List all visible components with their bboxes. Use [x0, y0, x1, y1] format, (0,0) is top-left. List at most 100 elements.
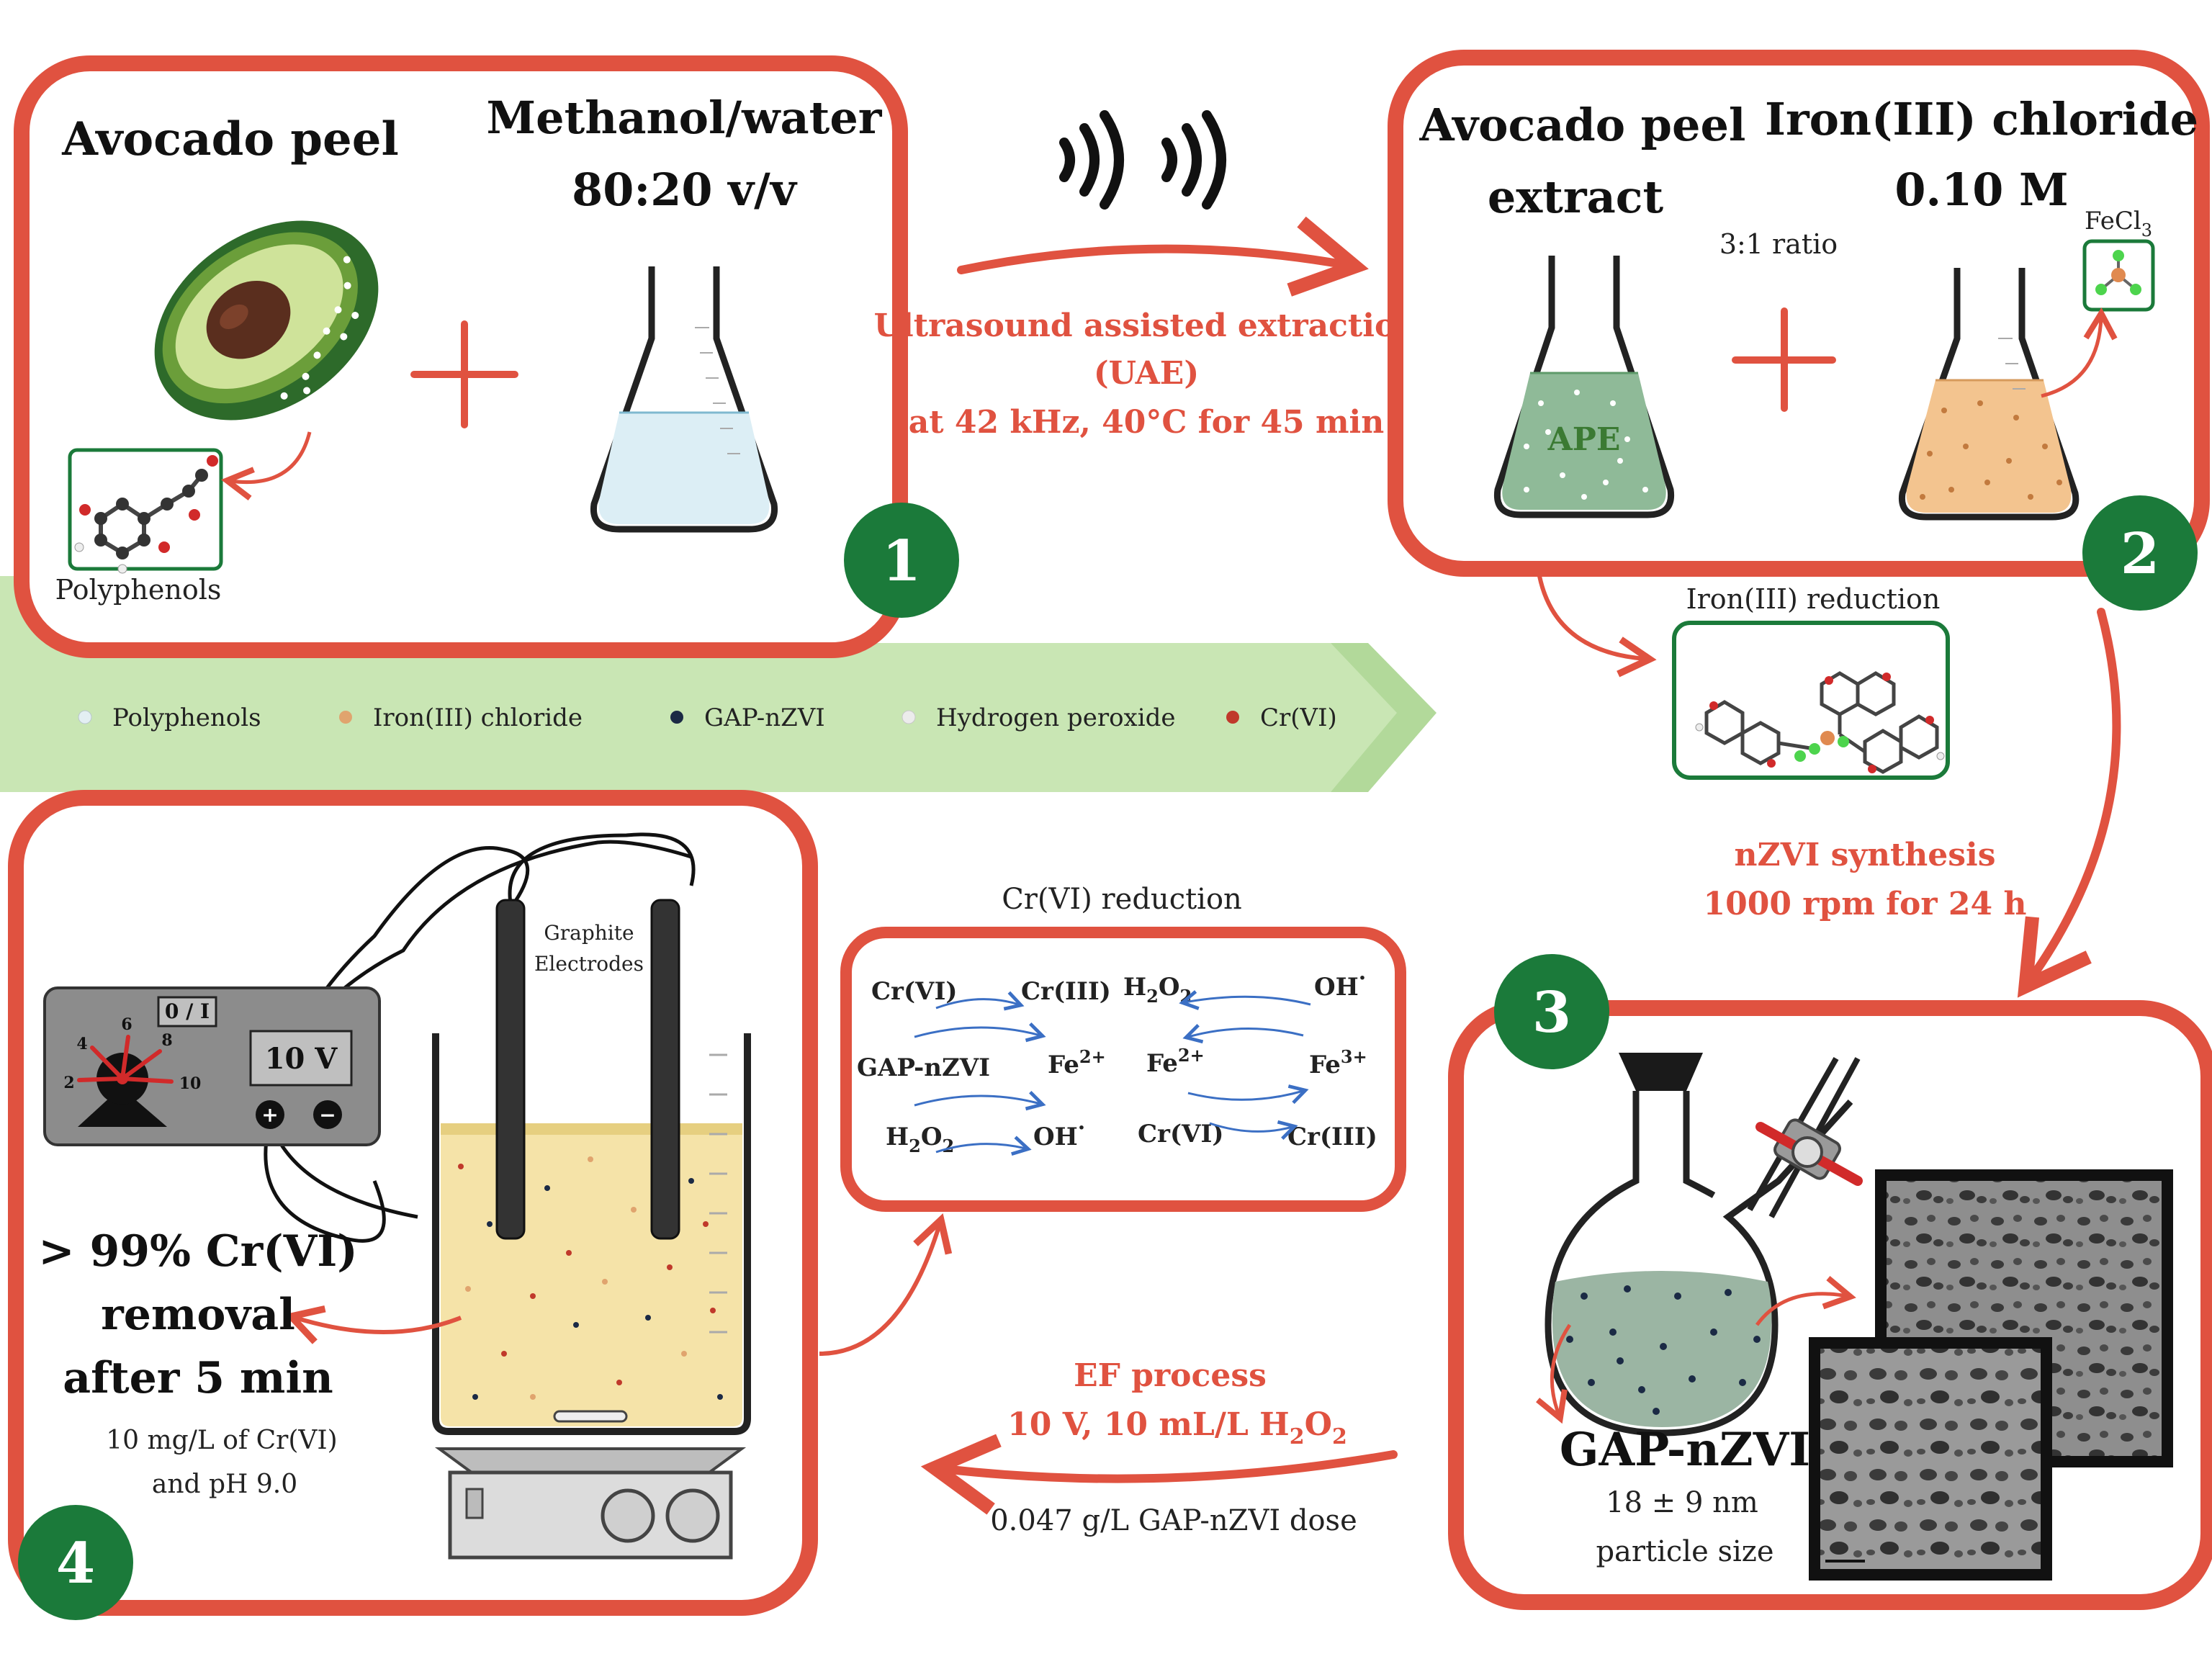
result-line-1: > 99% Cr(VI) — [38, 1226, 357, 1277]
cr-reduction: Cr(VI) reduction Cr(VI) Cr(III) GAP-nZVI… — [840, 883, 1406, 1212]
stir-bar — [553, 1410, 628, 1423]
ef-beaker — [432, 899, 751, 1435]
rx-right-cr6: Cr(VI) — [1138, 1120, 1223, 1148]
step-badge-3-number: 3 — [1532, 980, 1571, 1046]
particle-size-label: particle size — [1596, 1535, 1773, 1568]
avocado-to-molecule-arrow — [221, 431, 312, 500]
avocado-illustration — [154, 220, 379, 421]
fecl3-molecule-icon — [2095, 250, 2141, 295]
ef-line-1: EF process — [1074, 1357, 1267, 1394]
rx-right-arrow-4 — [1209, 1120, 1298, 1141]
rx-left-fe2: Fe2+ — [1048, 1046, 1106, 1079]
rx-left-arrow-3 — [914, 1091, 1046, 1111]
nzvi-synthesis-arrow — [2017, 608, 2121, 998]
condition-line-2: and pH 9.0 — [152, 1470, 297, 1499]
legend-label-polyphenols: Polyphenols — [112, 703, 261, 732]
uae-line-3: at 42 kHz, 40°C for 45 min — [909, 404, 1385, 441]
legend-item: Hydrogen peroxide — [902, 703, 1175, 732]
tem-image-front — [1809, 1337, 2052, 1581]
electrodes-label-2: Electrodes — [534, 952, 644, 976]
step-badge-3 — [1494, 954, 1609, 1069]
positive-terminal-label: + — [261, 1103, 278, 1127]
power-switch-label: 0 / I — [165, 999, 210, 1023]
rx-left-arrow-1 — [935, 991, 1025, 1011]
ultrasound-waves-icon — [1059, 110, 1226, 210]
legend-item: Iron(III) chloride — [339, 703, 583, 732]
voltage-display — [249, 1030, 353, 1087]
legend-item: Polyphenols — [78, 703, 261, 732]
power-supply: 0 / I 10 V 2 4 6 8 10 + − — [43, 986, 381, 1146]
polyphenols-label: Polyphenols — [55, 574, 222, 606]
magnetic-stirrer — [434, 1447, 747, 1560]
dial-mark-4: 4 — [76, 1035, 87, 1053]
legend-label-iron-chloride: Iron(III) chloride — [373, 703, 583, 732]
stirrer-knob-right[interactable] — [665, 1488, 720, 1543]
condition-line-1: 10 mg/L of Cr(VI) — [106, 1426, 337, 1455]
stirrer-knob-left[interactable] — [601, 1488, 655, 1543]
iron-complex-molecule-icon — [1695, 671, 1945, 774]
step-badge-2-number: 2 — [2121, 521, 2159, 587]
cr-reduction-title: Cr(VI) reduction — [1002, 883, 1242, 916]
step-badge-2 — [2082, 495, 2198, 611]
dial-mark-6: 6 — [121, 1015, 132, 1034]
uae-line-1: Ultrasound assisted extraction — [874, 307, 1419, 344]
step-badge-1-number: 1 — [882, 529, 921, 594]
dial-mark-2: 2 — [63, 1074, 74, 1092]
panel-2-title-left-1: Avocado peel — [1419, 99, 1746, 151]
negative-terminal-label: − — [319, 1103, 336, 1127]
ape-flask: APE — [1493, 256, 1675, 518]
panel-1-title-right-2: 80:20 v/v — [572, 163, 798, 216]
rx-right-fe3: Fe3+ — [1309, 1046, 1367, 1079]
legend: Polyphenols Iron(III) chloride GAP-nZVI … — [78, 703, 1337, 732]
ef-arrow — [920, 1434, 1398, 1515]
panel-1-title-right-1: Methanol/water — [487, 91, 883, 144]
negative-terminal[interactable] — [313, 1100, 342, 1129]
fecl3-label: FeCl3 — [2085, 207, 2152, 240]
ef-dose: 0.047 g/L GAP-nZVI dose — [990, 1504, 1357, 1537]
step-badge-4 — [18, 1505, 133, 1620]
step-badge-1 — [844, 503, 959, 618]
result-line-2: removal — [101, 1290, 295, 1340]
rx-left-nzvi: GAP-nZVI — [857, 1053, 990, 1082]
rx-left-arrow-4 — [935, 1136, 1032, 1156]
rx-left-cr6: Cr(VI) — [871, 977, 957, 1006]
ape-flask-label: APE — [1547, 421, 1621, 458]
voltage-dial[interactable] — [77, 1035, 174, 1127]
legend-item: Cr(VI) — [1226, 703, 1337, 732]
panel-2-title-right-2: 0.10 M — [1894, 163, 2068, 216]
panel-1: Avocado peel Methanol/water 80:20 v/v — [14, 55, 959, 658]
iron-complex-box — [1672, 621, 1950, 780]
flask-to-fecl3-arrow — [2041, 307, 2118, 398]
particle-size-value: 18 ± 9 nm — [1606, 1486, 1758, 1519]
rx-right-arrow-2 — [1182, 1023, 1304, 1044]
rx-right-fe2: Fe2+ — [1146, 1045, 1205, 1078]
legend-label-gap-nzvi: GAP-nZVI — [704, 703, 825, 732]
uae-line-2: (UAE) — [1094, 355, 1199, 392]
beaker-particles — [458, 1156, 723, 1400]
polyphenol-molecule-icon — [74, 455, 218, 574]
positive-terminal[interactable] — [256, 1100, 284, 1129]
panel-3: 3 GAP-nZVI 18 ± — [1448, 954, 2212, 1610]
rx-right-cr3: Cr(III) — [1287, 1123, 1377, 1151]
legend-band-chevron — [1331, 643, 1437, 792]
methanol-flask — [590, 266, 778, 533]
dial-mark-10: 10 — [179, 1074, 202, 1093]
power-switch[interactable] — [157, 996, 217, 1028]
panel-1-title-left: Avocado peel — [61, 112, 399, 166]
fecl3-flask — [1898, 268, 2080, 521]
flask-inner-arrow-left — [1536, 1323, 1572, 1424]
ratio-label: 3:1 ratio — [1719, 228, 1838, 260]
beaker-to-result-arrow — [284, 1305, 462, 1344]
graphite-electrode-right — [650, 899, 680, 1240]
panel-2-title-left-2: extract — [1488, 171, 1664, 223]
round-bottom-flask — [1545, 1053, 1863, 1437]
gap-nzvi-product-label: GAP-nZVI — [1560, 1423, 1810, 1477]
panel-2: Avocado peel extract Iron(III) chloride … — [1388, 50, 2210, 611]
rx-right-oh: OH· — [1314, 966, 1366, 1002]
cr-reduction-box — [840, 927, 1406, 1212]
dial-mark-8: 8 — [161, 1031, 172, 1050]
legend-item: GAP-nZVI — [670, 703, 825, 732]
rx-right-arrow-3 — [1187, 1084, 1309, 1105]
beaker-to-cr-reduction-arrow — [819, 1213, 953, 1356]
